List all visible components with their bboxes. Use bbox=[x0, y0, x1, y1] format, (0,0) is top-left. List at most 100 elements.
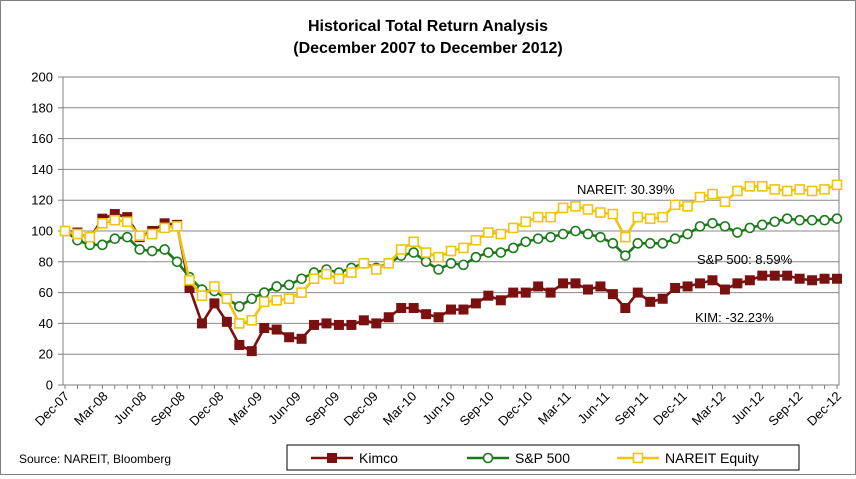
data-point bbox=[371, 318, 382, 329]
data-point bbox=[769, 216, 781, 228]
annotation-nareit: NAREIT: 30.39% bbox=[577, 182, 675, 197]
data-point bbox=[558, 278, 569, 289]
data-point bbox=[271, 281, 282, 292]
data-point bbox=[483, 227, 494, 238]
x-tick-label: Dec-10 bbox=[495, 389, 535, 429]
data-point bbox=[483, 290, 494, 301]
x-tick-label: Sep-09 bbox=[302, 389, 342, 429]
data-point bbox=[831, 179, 843, 191]
data-point bbox=[321, 268, 332, 280]
data-point bbox=[121, 231, 133, 243]
data-point bbox=[420, 256, 432, 268]
x-tick-label: Dec-12 bbox=[804, 389, 844, 429]
data-point bbox=[781, 185, 793, 197]
data-point bbox=[283, 293, 295, 305]
data-point bbox=[757, 270, 768, 281]
data-point bbox=[607, 289, 618, 300]
data-point bbox=[483, 247, 494, 258]
data-point bbox=[296, 273, 307, 285]
data-point bbox=[146, 228, 158, 240]
data-point bbox=[632, 452, 644, 464]
data-point bbox=[520, 236, 532, 248]
x-tick-label: Mar-08 bbox=[71, 389, 111, 429]
x-tick-label: Sep-12 bbox=[765, 389, 805, 429]
data-point bbox=[209, 281, 220, 292]
legend-item: S&P 500 bbox=[467, 450, 570, 466]
data-point bbox=[657, 293, 668, 304]
data-point bbox=[819, 273, 830, 284]
data-point bbox=[408, 247, 419, 258]
data-point bbox=[632, 238, 644, 249]
data-point bbox=[109, 214, 121, 226]
x-tick-label: Mar-12 bbox=[689, 389, 729, 429]
data-point bbox=[358, 258, 370, 269]
data-point bbox=[458, 242, 469, 254]
data-point bbox=[271, 324, 282, 335]
data-point bbox=[146, 245, 158, 257]
y-tick-label: 100 bbox=[31, 224, 53, 239]
data-point bbox=[545, 231, 556, 243]
data-point bbox=[246, 346, 257, 357]
data-point bbox=[495, 247, 507, 258]
data-point bbox=[445, 245, 457, 257]
legend-item: NAREIT Equity bbox=[617, 450, 759, 466]
data-point bbox=[408, 303, 419, 313]
data-point bbox=[694, 221, 706, 232]
data-point bbox=[807, 275, 818, 286]
x-tick-label: Jun-09 bbox=[265, 389, 304, 428]
data-point bbox=[756, 181, 768, 192]
legend-label: NAREIT Equity bbox=[665, 450, 759, 466]
data-point bbox=[806, 214, 818, 226]
data-point bbox=[769, 184, 781, 195]
data-point bbox=[246, 293, 258, 305]
data-point bbox=[433, 312, 444, 323]
data-point bbox=[258, 287, 270, 298]
data-point bbox=[395, 244, 407, 255]
y-tick-label: 120 bbox=[31, 193, 53, 208]
data-point bbox=[719, 284, 730, 295]
x-tick-label: Mar-10 bbox=[380, 389, 420, 429]
data-point bbox=[669, 199, 681, 211]
data-point bbox=[732, 278, 743, 289]
data-point bbox=[234, 318, 245, 329]
data-point bbox=[333, 319, 344, 330]
data-point bbox=[532, 211, 544, 223]
y-tick-label: 60 bbox=[39, 285, 53, 300]
y-tick-label: 160 bbox=[31, 131, 53, 146]
data-point bbox=[533, 281, 544, 292]
data-point bbox=[309, 319, 320, 330]
data-point bbox=[121, 216, 133, 228]
data-point bbox=[283, 279, 295, 291]
x-tick-label: Sep-11 bbox=[612, 389, 652, 429]
data-point bbox=[582, 228, 594, 240]
data-point bbox=[408, 236, 419, 248]
data-point bbox=[645, 296, 656, 307]
data-point bbox=[644, 238, 656, 249]
data-point bbox=[433, 264, 444, 275]
data-point bbox=[495, 228, 507, 240]
data-point bbox=[769, 270, 780, 281]
x-tick-label: Jun-08 bbox=[111, 389, 150, 428]
data-point bbox=[756, 219, 768, 231]
data-point bbox=[794, 273, 805, 284]
series-line bbox=[64, 212, 837, 353]
data-point bbox=[346, 319, 357, 330]
data-point bbox=[296, 333, 307, 344]
legend: Kimco S&P 500 NAREIT Equity bbox=[286, 444, 800, 471]
data-point bbox=[632, 211, 644, 223]
data-point bbox=[507, 242, 519, 254]
data-point bbox=[383, 258, 395, 269]
data-point bbox=[694, 191, 706, 203]
chart-title-line2: (December 2007 to December 2012) bbox=[293, 40, 562, 57]
data-point bbox=[134, 230, 146, 241]
data-point bbox=[732, 227, 743, 238]
x-tick-label: Sep-10 bbox=[456, 389, 496, 429]
data-point bbox=[433, 251, 444, 263]
legend-label: S&P 500 bbox=[515, 450, 570, 466]
y-tick-label: 40 bbox=[39, 316, 53, 331]
data-point bbox=[171, 221, 183, 232]
x-tick-label: Dec-09 bbox=[341, 389, 381, 429]
data-point bbox=[707, 275, 718, 286]
source-note: Source: NAREIT, Bloomberg bbox=[19, 452, 171, 466]
data-point bbox=[59, 225, 71, 237]
